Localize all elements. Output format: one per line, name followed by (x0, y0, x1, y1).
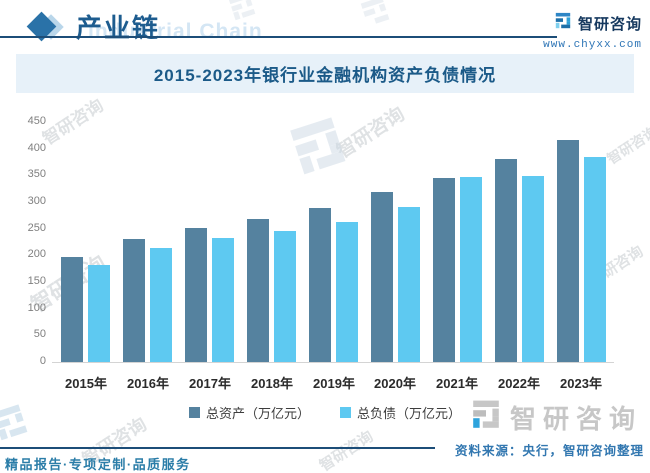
y-axis-tick: 50 (33, 328, 46, 341)
bar-liabilities-2023年 (584, 157, 606, 362)
bar-liabilities-2018年 (274, 231, 296, 362)
x-axis-label: 2016年 (127, 376, 169, 391)
chart-title: 2015-2023年银行业金融机构资产负债情况 (153, 66, 497, 85)
x-axis-label: 2020年 (374, 376, 416, 391)
y-axis-tick: 450 (27, 115, 46, 127)
y-axis-tick: 350 (27, 168, 46, 181)
chart-legend: 总资产（万亿元） 总负债（万亿元） (0, 403, 650, 422)
bar-assets-2019年 (309, 208, 331, 362)
y-axis-tick: 200 (27, 248, 46, 261)
bar-assets-2018年 (247, 219, 269, 362)
bar-liabilities-2017年 (212, 238, 234, 362)
x-axis-line (52, 362, 614, 363)
legend-item-assets: 总资产（万亿元） (188, 403, 310, 422)
services-tagline: 精品报告·专项定制·品质服务 (5, 457, 191, 472)
bar-assets-2021年 (433, 178, 455, 362)
footer-divider (0, 447, 435, 449)
bar-assets-2015年 (61, 257, 83, 362)
bar-liabilities-2022年 (522, 176, 544, 362)
bar-assets-2020年 (371, 192, 393, 362)
x-axis-label: 2019年 (313, 376, 355, 391)
brand-logo: 智研咨询 (554, 12, 642, 35)
bar-liabilities-2015年 (88, 265, 110, 362)
x-axis-label: 2022年 (498, 376, 540, 391)
y-axis-tick: 300 (27, 195, 46, 207)
x-axis-label: 2021年 (436, 376, 478, 391)
zhiyan-logo-icon (554, 12, 572, 35)
header-divider (0, 36, 557, 38)
website-url[interactable]: www.chyxx.com (543, 39, 642, 51)
y-axis-tick: 400 (27, 141, 46, 154)
y-axis-tick: 250 (27, 221, 46, 234)
bar-liabilities-2020年 (398, 207, 420, 362)
y-axis-tick: 0 (39, 355, 46, 367)
brand-logo-label: 智研咨询 (577, 16, 642, 33)
zhiyan-logo-icon (470, 399, 502, 436)
bar-assets-2017年 (185, 228, 207, 362)
x-axis-label: 2018年 (251, 376, 293, 391)
y-axis-tick: 150 (27, 275, 46, 287)
bar-liabilities-2021年 (460, 177, 482, 362)
footer-logo: 智研咨询 (470, 399, 642, 436)
chart-title-band: 2015-2023年银行业金融机构资产负债情况 (16, 54, 634, 93)
bar-assets-2022年 (495, 159, 517, 362)
data-source-label: 资料来源：央行，智研咨询整理 (454, 444, 644, 458)
legend-label: 总资产（万亿元） (205, 406, 310, 421)
x-axis-label: 2017年 (189, 376, 231, 391)
x-axis-label: 2023年 (560, 376, 602, 391)
legend-swatch-assets (188, 407, 200, 418)
footer-logo-label: 智研咨询 (509, 404, 642, 434)
legend-label: 总负债（万亿元） (357, 406, 462, 421)
legend-swatch-liabilities (340, 407, 351, 418)
bar-assets-2023年 (557, 140, 579, 362)
bar-liabilities-2016年 (150, 248, 172, 362)
y-axis-tick: 100 (27, 301, 46, 314)
legend-item-liabilities: 总负债（万亿元） (340, 403, 461, 422)
page-section-title: 产业链 (76, 13, 161, 43)
x-axis-label: 2015年 (65, 376, 107, 391)
bar-assets-2016年 (123, 239, 145, 362)
bar-liabilities-2019年 (336, 222, 358, 362)
